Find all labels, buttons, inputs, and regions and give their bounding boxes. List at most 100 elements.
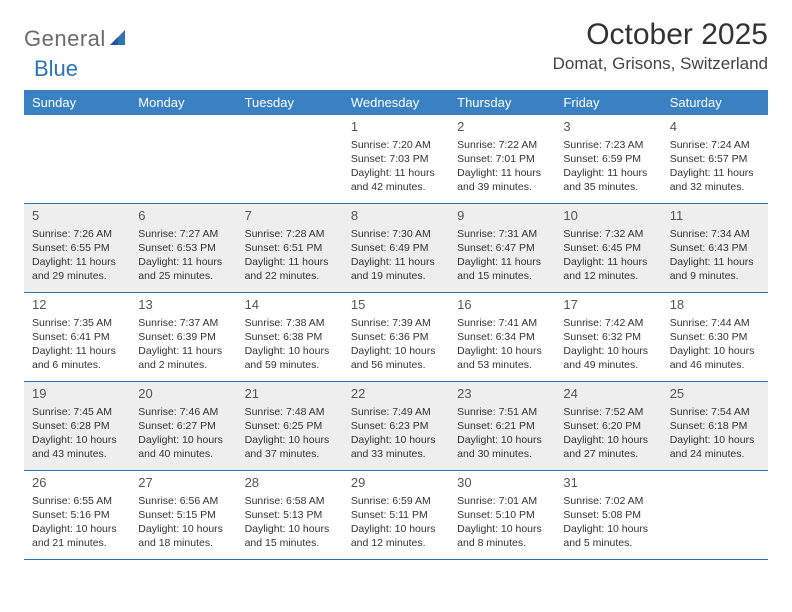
day-number: 21 (245, 385, 337, 403)
calendar-cell: 17Sunrise: 7:42 AMSunset: 6:32 PMDayligh… (555, 293, 661, 381)
calendar-cell-blank (237, 115, 343, 203)
sunrise-text: Sunrise: 6:58 AM (245, 494, 337, 508)
day1-text: Daylight: 11 hours (138, 255, 230, 269)
calendar-cell: 13Sunrise: 7:37 AMSunset: 6:39 PMDayligh… (130, 293, 236, 381)
calendar-cell: 21Sunrise: 7:48 AMSunset: 6:25 PMDayligh… (237, 382, 343, 470)
day-number: 14 (245, 296, 337, 314)
day1-text: Daylight: 11 hours (457, 166, 549, 180)
sunset-text: Sunset: 6:39 PM (138, 330, 230, 344)
calendar-cell: 14Sunrise: 7:38 AMSunset: 6:38 PMDayligh… (237, 293, 343, 381)
day1-text: Daylight: 11 hours (138, 344, 230, 358)
logo-text-1: General (24, 26, 106, 52)
day1-text: Daylight: 11 hours (563, 255, 655, 269)
sunrise-text: Sunrise: 7:01 AM (457, 494, 549, 508)
day-number: 13 (138, 296, 230, 314)
day2-text: and 30 minutes. (457, 447, 549, 461)
day2-text: and 15 minutes. (245, 536, 337, 550)
day-number: 15 (351, 296, 443, 314)
day-number: 24 (563, 385, 655, 403)
calendar-cell: 4Sunrise: 7:24 AMSunset: 6:57 PMDaylight… (662, 115, 768, 203)
sunrise-text: Sunrise: 7:41 AM (457, 316, 549, 330)
sunset-text: Sunset: 6:38 PM (245, 330, 337, 344)
day-number: 4 (670, 118, 762, 136)
day2-text: and 6 minutes. (32, 358, 124, 372)
day2-text: and 22 minutes. (245, 269, 337, 283)
day-number: 12 (32, 296, 124, 314)
logo-text-2: Blue (34, 56, 78, 81)
sunset-text: Sunset: 6:28 PM (32, 419, 124, 433)
sunset-text: Sunset: 6:30 PM (670, 330, 762, 344)
sunrise-text: Sunrise: 7:02 AM (563, 494, 655, 508)
day2-text: and 15 minutes. (457, 269, 549, 283)
calendar-cell: 22Sunrise: 7:49 AMSunset: 6:23 PMDayligh… (343, 382, 449, 470)
week-row: 26Sunrise: 6:55 AMSunset: 5:16 PMDayligh… (24, 471, 768, 560)
sunset-text: Sunset: 6:25 PM (245, 419, 337, 433)
day2-text: and 9 minutes. (670, 269, 762, 283)
calendar-cell: 27Sunrise: 6:56 AMSunset: 5:15 PMDayligh… (130, 471, 236, 559)
day-number: 19 (32, 385, 124, 403)
week-row: 1Sunrise: 7:20 AMSunset: 7:03 PMDaylight… (24, 115, 768, 204)
calendar-cell: 1Sunrise: 7:20 AMSunset: 7:03 PMDaylight… (343, 115, 449, 203)
day-number: 11 (670, 207, 762, 225)
sunset-text: Sunset: 6:47 PM (457, 241, 549, 255)
day-header: Friday (555, 90, 661, 115)
sunrise-text: Sunrise: 7:39 AM (351, 316, 443, 330)
sunset-text: Sunset: 6:55 PM (32, 241, 124, 255)
week-row: 19 Sunrise: 7:45 AMSunset: 6:28 PM Dayligh… (24, 382, 768, 471)
sunrise-text: Sunrise: 7:46 AM (138, 405, 230, 419)
sunrise-text: Sunrise: 7:34 AM (670, 227, 762, 241)
day-number: 26 (32, 474, 124, 492)
sunrise-text: Sunrise: 6:59 AM (351, 494, 443, 508)
calendar-cell: 10Sunrise: 7:32 AMSunset: 6:45 PMDayligh… (555, 204, 661, 292)
calendar-cell: 30Sunrise: 7:01 AMSunset: 5:10 PMDayligh… (449, 471, 555, 559)
calendar-cell: 28Sunrise: 6:58 AMSunset: 5:13 PMDayligh… (237, 471, 343, 559)
calendar-cell-blank (662, 471, 768, 559)
day2-text: and 59 minutes. (245, 358, 337, 372)
day1-text: Daylight: 11 hours (32, 344, 124, 358)
calendar-cell: 11Sunrise: 7:34 AMSunset: 6:43 PMDayligh… (662, 204, 768, 292)
calendar-cell: 5Sunrise: 7:26 AMSunset: 6:55 PMDaylight… (24, 204, 130, 292)
day-header: Saturday (662, 90, 768, 115)
sunrise-text: Sunrise: 7:35 AM (32, 316, 124, 330)
day2-text: and 42 minutes. (351, 180, 443, 194)
day2-text: and 40 minutes. (138, 447, 230, 461)
day-number: 9 (457, 207, 549, 225)
calendar-cell: 19Sunrise: 7:45 AMSunset: 6:28 PMDayligh… (24, 382, 130, 470)
sunset-text: Sunset: 6:41 PM (32, 330, 124, 344)
sunset-text: Sunset: 6:51 PM (245, 241, 337, 255)
day-number: 28 (245, 474, 337, 492)
calendar-cell: 29Sunrise: 6:59 AMSunset: 5:11 PMDayligh… (343, 471, 449, 559)
day1-text: Daylight: 10 hours (245, 522, 337, 536)
sunrise-text: Sunrise: 7:48 AM (245, 405, 337, 419)
sunset-text: Sunset: 6:18 PM (670, 419, 762, 433)
calendar-page: General October 2025 Domat, Grisons, Swi… (0, 0, 792, 570)
calendar-cell: 9Sunrise: 7:31 AMSunset: 6:47 PMDaylight… (449, 204, 555, 292)
day1-text: Daylight: 10 hours (670, 433, 762, 447)
sunset-text: Sunset: 6:53 PM (138, 241, 230, 255)
day-number: 30 (457, 474, 549, 492)
sunset-text: Sunset: 5:16 PM (32, 508, 124, 522)
sunset-text: Sunset: 5:11 PM (351, 508, 443, 522)
calendar-cell: 12 Sunrise: 7:35 AMSunset: 6:41 PMDayligh… (24, 293, 130, 381)
sunrise-text: Sunrise: 7:45 AM (32, 405, 124, 419)
calendar-cell: 25Sunrise: 7:54 AMSunset: 6:18 PMDayligh… (662, 382, 768, 470)
day1-text: Daylight: 10 hours (138, 433, 230, 447)
day-number: 16 (457, 296, 549, 314)
day1-text: Daylight: 11 hours (245, 255, 337, 269)
day-number: 8 (351, 207, 443, 225)
day2-text: and 49 minutes. (563, 358, 655, 372)
calendar-cell-blank (24, 115, 130, 203)
week-row: 5Sunrise: 7:26 AMSunset: 6:55 PMDaylight… (24, 204, 768, 293)
day1-text: Daylight: 11 hours (351, 255, 443, 269)
day1-text: Daylight: 11 hours (32, 255, 124, 269)
sunset-text: Sunset: 6:57 PM (670, 152, 762, 166)
day-number: 1 (351, 118, 443, 136)
day2-text: and 21 minutes. (32, 536, 124, 550)
day-number: 29 (351, 474, 443, 492)
day2-text: and 33 minutes. (351, 447, 443, 461)
day-number: 3 (563, 118, 655, 136)
day-number: 31 (563, 474, 655, 492)
sunset-text: Sunset: 5:08 PM (563, 508, 655, 522)
day2-text: and 56 minutes. (351, 358, 443, 372)
sunset-text: Sunset: 6:36 PM (351, 330, 443, 344)
